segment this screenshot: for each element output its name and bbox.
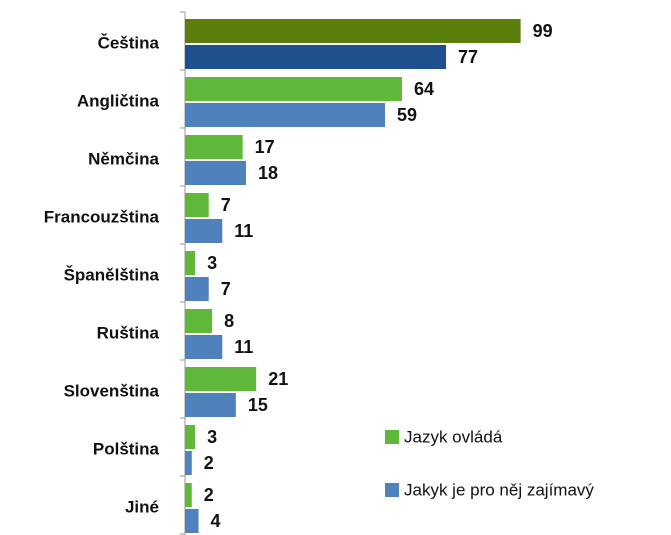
- bar: [185, 19, 521, 43]
- value-label: 21: [268, 369, 288, 389]
- value-label: 59: [397, 105, 417, 125]
- value-label: 15: [248, 395, 268, 415]
- legend-swatch: [385, 483, 399, 497]
- value-label: 77: [458, 47, 478, 67]
- value-label: 11: [234, 221, 253, 241]
- bar: [185, 309, 213, 333]
- bar: [185, 135, 243, 159]
- value-label: 4: [211, 511, 221, 531]
- y-tick-label: Španělština: [64, 265, 160, 284]
- bar: [185, 45, 447, 69]
- value-label: 3: [207, 427, 217, 447]
- value-label: 2: [204, 485, 214, 505]
- bar: [185, 103, 386, 127]
- bar: [185, 367, 257, 391]
- bar: [185, 393, 236, 417]
- value-label: 18: [258, 163, 278, 183]
- value-label: 3: [207, 253, 217, 273]
- y-tick-label: Jiné: [125, 497, 159, 516]
- bar: [185, 335, 223, 359]
- y-tick-label: Angličtina: [77, 91, 160, 110]
- bar: [185, 277, 209, 301]
- value-label: 8: [224, 311, 234, 331]
- y-tick-label: Čeština: [98, 33, 160, 52]
- legend-label: Jazyk ovládá: [404, 427, 503, 446]
- bar: [185, 77, 402, 101]
- value-label: 2: [204, 453, 214, 473]
- value-label: 7: [221, 279, 231, 299]
- y-tick-label: Slovenština: [64, 381, 160, 400]
- y-tick-label: Francouzština: [44, 207, 160, 226]
- bar: [185, 509, 199, 533]
- bar: [185, 483, 192, 507]
- bar: [185, 219, 223, 243]
- y-tick-label: Ruština: [97, 323, 160, 342]
- value-label: 11: [234, 337, 253, 357]
- bar: [185, 161, 247, 185]
- legend-label: Jakyk je pro něj zajímavý: [404, 480, 594, 499]
- value-label: 17: [255, 137, 275, 157]
- value-label: 99: [533, 21, 553, 41]
- bar: [185, 425, 196, 449]
- bar: [185, 451, 192, 475]
- y-tick-label: Polština: [93, 439, 160, 458]
- bar: [185, 251, 196, 275]
- bar: [185, 193, 209, 217]
- value-label: 64: [414, 79, 434, 99]
- legend-swatch: [385, 430, 399, 444]
- value-label: 7: [221, 195, 231, 215]
- y-tick-label: Němčina: [88, 149, 159, 168]
